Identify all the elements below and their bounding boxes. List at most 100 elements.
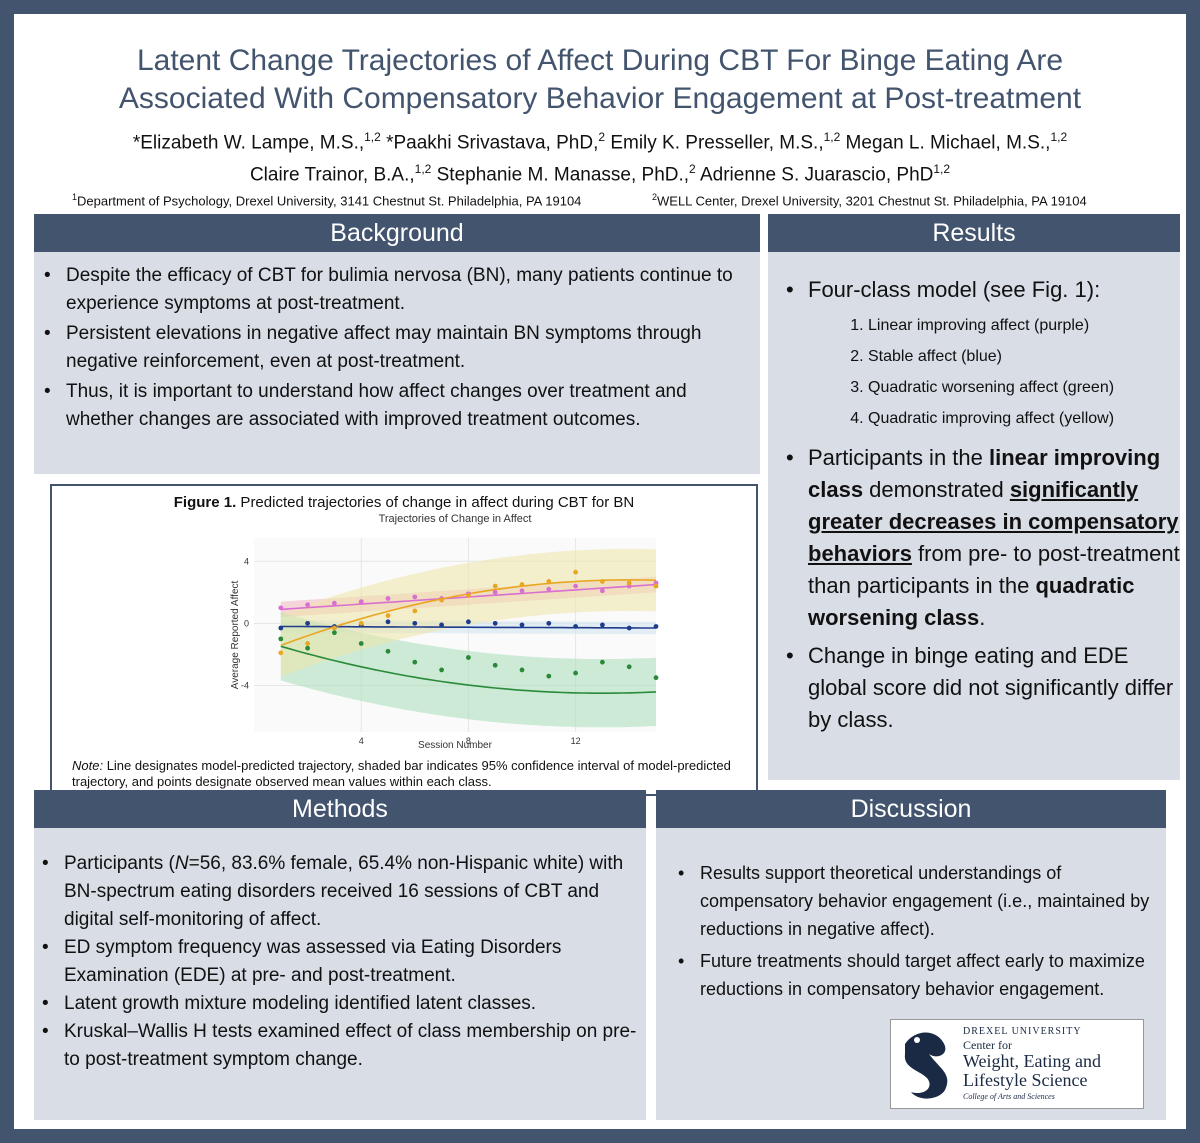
data-point: [278, 636, 284, 642]
list-item: Participants in the linear improving cla…: [782, 442, 1182, 634]
class-item: Linear improving affect (purple): [868, 310, 1182, 341]
data-point: [305, 641, 310, 646]
data-point: [412, 608, 418, 614]
class-item: Quadratic worsening affect (green): [868, 372, 1182, 403]
x-tick-label: 12: [571, 736, 581, 746]
data-point: [492, 589, 498, 595]
affiliation-1: 1Department of Psychology, Drexel Univer…: [72, 192, 582, 209]
dragon-icon: [904, 1032, 948, 1099]
data-point: [600, 659, 605, 665]
list-item: ED symptom frequency was assessed via Ea…: [38, 934, 638, 990]
author-list: *Elizabeth W. Lampe, M.S.,1,2 *Paakhi Sr…: [132, 130, 1068, 186]
data-point: [412, 620, 418, 626]
figure-1: Figure 1. Predicted trajectories of chan…: [50, 484, 758, 796]
data-point: [466, 655, 471, 660]
trajectory-line: [280, 625, 656, 629]
y-tick-label: 0: [244, 618, 249, 628]
data-point: [600, 579, 605, 584]
chart-title: Trajectories of Change in Affect: [379, 513, 532, 525]
data-point: [305, 645, 310, 651]
methods-heading: Methods: [34, 790, 646, 828]
data-point: [653, 624, 659, 629]
list-item: Persistent elevations in negative affect…: [40, 320, 740, 376]
list-item: Future treatments should target affect e…: [674, 947, 1164, 1003]
data-point: [626, 625, 632, 631]
list-item: Kruskal–Wallis H tests examined effect o…: [38, 1018, 638, 1074]
data-point: [305, 602, 310, 608]
data-point: [492, 620, 498, 626]
data-point: [278, 605, 284, 611]
data-point: [358, 641, 364, 646]
data-point: [385, 648, 391, 654]
figure-note: Note: Line designates model-predicted tr…: [72, 758, 731, 789]
data-point: [626, 580, 632, 586]
results-content: Four-class model (see Fig. 1): Linear im…: [782, 274, 1182, 736]
y-axis-label: Average Reported Affect: [230, 580, 241, 689]
data-point: [573, 569, 578, 575]
results-heading: Results: [768, 214, 1180, 252]
data-point: [385, 613, 391, 618]
data-point: [519, 588, 525, 594]
affiliation-2: 2WELL Center, Drexel University, 3201 Ch…: [652, 192, 1087, 209]
y-tick-label: 4: [244, 556, 249, 566]
figure-caption: Figure 1. Predicted trajectories of chan…: [173, 494, 635, 511]
data-point: [519, 667, 525, 673]
x-tick-label: 8: [466, 736, 471, 746]
data-point: [653, 583, 659, 589]
data-point: [519, 622, 525, 628]
list-item: Thus, it is important to understand how …: [40, 378, 740, 434]
class-item: Stable affect (blue): [868, 341, 1182, 372]
data-point: [439, 667, 444, 673]
data-point: [546, 579, 552, 584]
data-point: [332, 630, 337, 636]
background-heading: Background: [34, 214, 760, 252]
data-point: [466, 619, 471, 625]
poster: Latent Change Trajectories of Affect Dur…: [14, 14, 1186, 1129]
x-axis-label: Session Number: [418, 740, 493, 751]
poster-title: Latent Change Trajectories of Affect Dur…: [118, 44, 1082, 115]
data-point: [492, 662, 498, 668]
data-point: [626, 664, 632, 670]
data-point: [385, 619, 391, 625]
data-point: [546, 620, 552, 626]
y-tick-label: -4: [241, 680, 249, 690]
confidence-band: [280, 548, 656, 677]
trajectory-chart: Trajectories of Change in Affect Session …: [230, 513, 659, 751]
data-point: [519, 582, 525, 587]
methods-list: Participants (N=56, 83.6% female, 65.4% …: [38, 850, 638, 1074]
trajectory-line: [280, 645, 657, 694]
x-tick-label: 4: [359, 736, 364, 746]
data-point: [412, 594, 418, 600]
list-item: Four-class model (see Fig. 1): Linear im…: [782, 274, 1182, 434]
list-item: Results support theoretical understandin…: [674, 859, 1164, 943]
data-point: [600, 622, 605, 628]
data-point: [546, 586, 552, 592]
data-point: [412, 659, 418, 665]
data-point: [358, 599, 364, 605]
list-item: Participants (N=56, 83.6% female, 65.4% …: [38, 850, 638, 934]
data-point: [573, 583, 578, 589]
discussion-list: Results support theoretical understandin…: [674, 859, 1164, 1007]
data-point: [305, 620, 310, 626]
data-point: [332, 600, 337, 606]
class-list: Linear improving affect (purple) Stable …: [808, 310, 1182, 434]
data-point: [573, 670, 578, 676]
list-item: Despite the efficacy of CBT for bulimia …: [40, 262, 740, 318]
discussion-heading: Discussion: [656, 790, 1166, 828]
data-point: [492, 583, 498, 589]
data-point: [332, 625, 337, 631]
data-point: [600, 588, 605, 594]
data-point: [278, 625, 284, 631]
data-point: [439, 597, 444, 603]
background-list: Despite the efficacy of CBT for bulimia …: [40, 262, 740, 436]
list-item: Change in binge eating and EDE global sc…: [782, 640, 1182, 736]
list-item: Latent growth mixture modeling identifie…: [38, 990, 638, 1018]
data-point: [278, 650, 284, 656]
data-point: [385, 596, 391, 601]
data-point: [573, 624, 578, 629]
data-point: [439, 622, 444, 628]
data-point: [358, 620, 364, 626]
data-point: [653, 675, 659, 681]
wellcenter-logo: DREXEL UNIVERSITY Center for Weight, Eat…: [890, 1019, 1144, 1109]
class-item: Quadratic improving affect (yellow): [868, 403, 1182, 434]
